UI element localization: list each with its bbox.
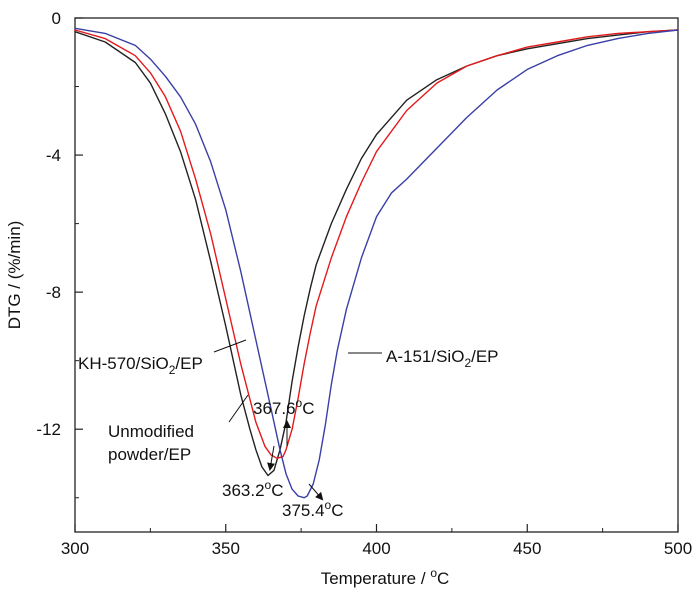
peak-a151-arrow bbox=[308, 483, 324, 501]
x-tick-label: 400 bbox=[362, 539, 390, 558]
axis-tick-labels: 300 350 400 450 500 0 -4 -8 -12 bbox=[36, 9, 692, 558]
series-line-3 bbox=[74, 27, 679, 499]
kh-570-label: KH-570/SiO2/EP bbox=[78, 354, 203, 377]
axis-ticks bbox=[74, 17, 679, 532]
series-lines bbox=[74, 27, 679, 499]
x-tick-label: 500 bbox=[664, 539, 692, 558]
peak-kh-label: 367.6oC bbox=[253, 396, 315, 418]
unmod-leader-line bbox=[228, 394, 249, 423]
y-tick-label: 0 bbox=[52, 9, 61, 28]
x-axis-title: Temperature / oC bbox=[321, 566, 450, 588]
x-tick-label: 450 bbox=[513, 539, 541, 558]
unmodified-label-line1: Unmodified bbox=[108, 422, 194, 441]
y-axis-title: DTG / (%/min) bbox=[5, 221, 24, 330]
a-151-label: A-151/SiO2/EP bbox=[386, 347, 499, 370]
series-line-2 bbox=[74, 29, 679, 459]
kh-leader-line bbox=[213, 339, 247, 353]
x-tick-label: 300 bbox=[61, 539, 89, 558]
unmodified-label-line2: powder/EP bbox=[108, 445, 191, 464]
y-tick-label: -4 bbox=[46, 146, 61, 165]
peak-unmod-label: 363.2oC bbox=[222, 478, 284, 500]
x-tick-label: 350 bbox=[212, 539, 240, 558]
y-tick-label: -12 bbox=[36, 420, 61, 439]
peak-unmod-arrow bbox=[267, 445, 275, 471]
peak-a151-label: 375.4oC bbox=[282, 498, 344, 520]
y-tick-label: -8 bbox=[46, 283, 61, 302]
